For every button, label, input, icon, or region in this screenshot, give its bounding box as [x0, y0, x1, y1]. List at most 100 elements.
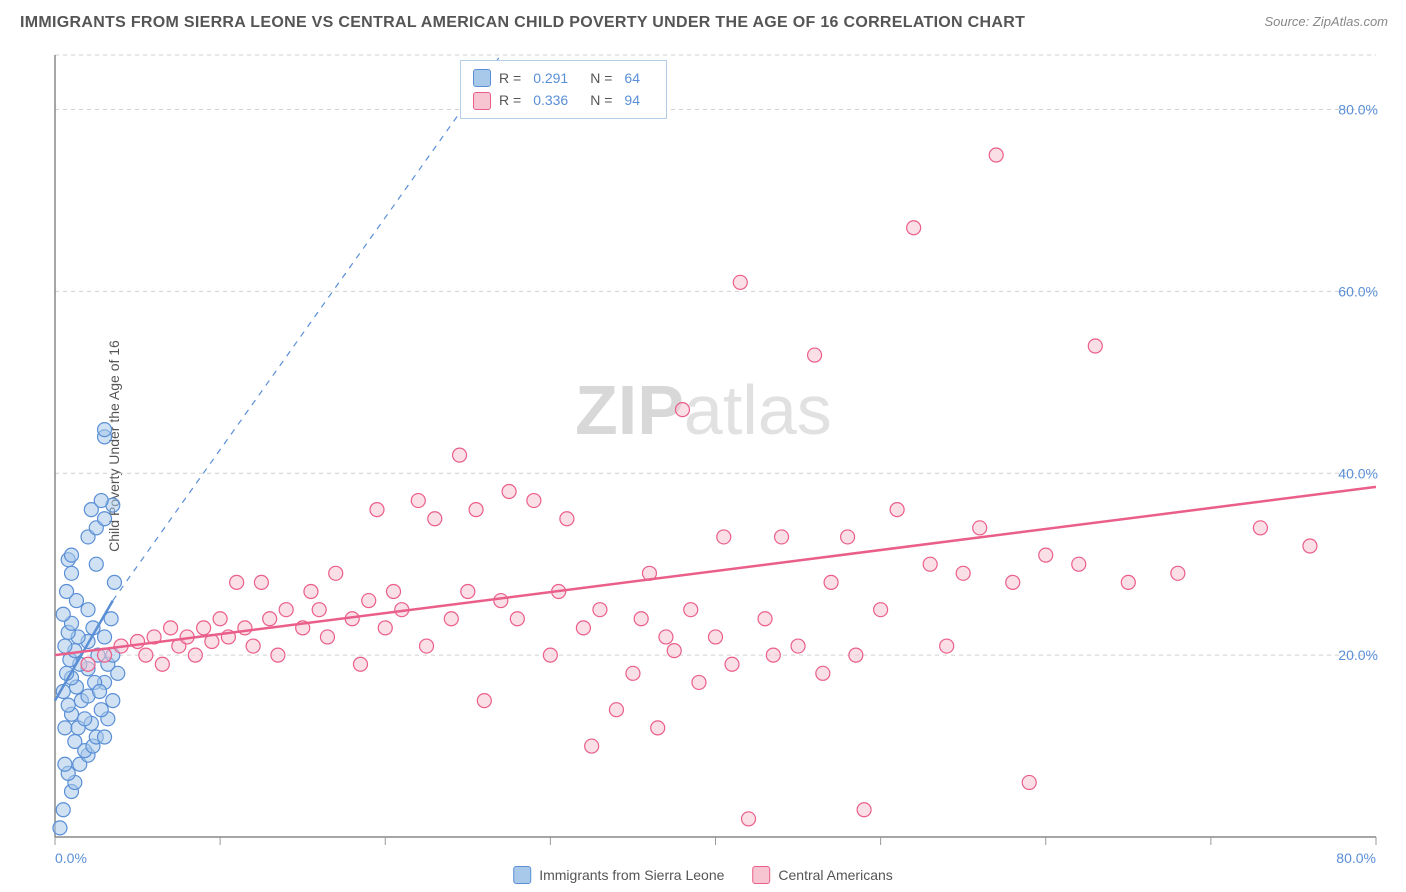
data-point	[56, 803, 70, 817]
data-point	[1171, 566, 1185, 580]
series-central	[55, 148, 1376, 826]
legend-item: Immigrants from Sierra Leone	[513, 866, 724, 884]
data-point	[956, 566, 970, 580]
data-point	[68, 735, 82, 749]
legend-stat-row: R =0.291N =64	[473, 67, 654, 89]
data-point	[61, 698, 75, 712]
data-point	[733, 275, 747, 289]
data-point	[271, 648, 285, 662]
data-point	[907, 221, 921, 235]
data-point	[353, 657, 367, 671]
legend-swatch	[473, 92, 491, 110]
data-point	[312, 603, 326, 617]
data-point	[106, 694, 120, 708]
data-point	[378, 621, 392, 635]
data-point	[197, 621, 211, 635]
data-point	[775, 530, 789, 544]
trend-extension-sierra	[113, 55, 501, 601]
data-point	[502, 484, 516, 498]
data-point	[692, 675, 706, 689]
data-point	[78, 712, 92, 726]
legend-swatch	[513, 866, 531, 884]
data-point	[651, 721, 665, 735]
data-point	[370, 503, 384, 517]
data-point	[98, 423, 112, 437]
data-point	[477, 694, 491, 708]
data-point	[58, 721, 72, 735]
data-point	[428, 512, 442, 526]
scatter-chart: 0.0%80.0%20.0%40.0%60.0%80.0%	[0, 0, 1406, 892]
data-point	[758, 612, 772, 626]
data-point	[58, 639, 72, 653]
data-point	[230, 575, 244, 589]
data-point	[667, 644, 681, 658]
data-point	[709, 630, 723, 644]
data-point	[155, 657, 169, 671]
data-point	[164, 621, 178, 635]
data-point	[329, 566, 343, 580]
data-point	[1088, 339, 1102, 353]
data-point	[684, 603, 698, 617]
data-point	[874, 603, 888, 617]
data-point	[1039, 548, 1053, 562]
data-point	[469, 503, 483, 517]
data-point	[461, 584, 475, 598]
x-axis-tick-label: 0.0%	[55, 850, 87, 866]
data-point	[94, 703, 108, 717]
y-axis-tick-label: 40.0%	[1338, 465, 1378, 481]
data-point	[659, 630, 673, 644]
data-point	[65, 566, 79, 580]
data-point	[494, 594, 508, 608]
data-point	[857, 803, 871, 817]
data-point	[742, 812, 756, 826]
data-point	[989, 148, 1003, 162]
data-point	[93, 685, 107, 699]
data-point	[824, 575, 838, 589]
legend-stat-row: R =0.336N =94	[473, 89, 654, 111]
data-point	[560, 512, 574, 526]
series-sierra	[53, 55, 501, 835]
data-point	[940, 639, 954, 653]
data-point	[510, 612, 524, 626]
data-point	[1072, 557, 1086, 571]
data-point	[411, 494, 425, 508]
data-point	[188, 648, 202, 662]
data-point	[81, 603, 95, 617]
legend-swatch	[473, 69, 491, 87]
data-point	[279, 603, 293, 617]
data-point	[444, 612, 458, 626]
data-point	[576, 621, 590, 635]
data-point	[1006, 575, 1020, 589]
y-axis-tick-label: 60.0%	[1338, 283, 1378, 299]
n-value: 64	[624, 67, 640, 89]
data-point	[65, 548, 79, 562]
data-point	[320, 630, 334, 644]
data-point	[1022, 775, 1036, 789]
r-value: 0.291	[533, 67, 568, 89]
data-point	[725, 657, 739, 671]
data-point	[585, 739, 599, 753]
data-point	[304, 584, 318, 598]
data-point	[1303, 539, 1317, 553]
data-point	[766, 648, 780, 662]
r-value: 0.336	[533, 89, 568, 111]
data-point	[841, 530, 855, 544]
data-point	[213, 612, 227, 626]
data-point	[923, 557, 937, 571]
data-point	[58, 757, 72, 771]
legend-label: Central Americans	[778, 867, 892, 883]
data-point	[420, 639, 434, 653]
data-point	[1253, 521, 1267, 535]
data-point	[98, 512, 112, 526]
y-axis-tick-label: 80.0%	[1338, 102, 1378, 118]
series-legend: Immigrants from Sierra Leone Central Amer…	[513, 866, 893, 884]
data-point	[53, 821, 67, 835]
data-point	[94, 494, 108, 508]
data-point	[527, 494, 541, 508]
legend-label: Immigrants from Sierra Leone	[539, 867, 724, 883]
data-point	[98, 730, 112, 744]
data-point	[791, 639, 805, 653]
data-point	[675, 403, 689, 417]
data-point	[81, 657, 95, 671]
data-point	[973, 521, 987, 535]
